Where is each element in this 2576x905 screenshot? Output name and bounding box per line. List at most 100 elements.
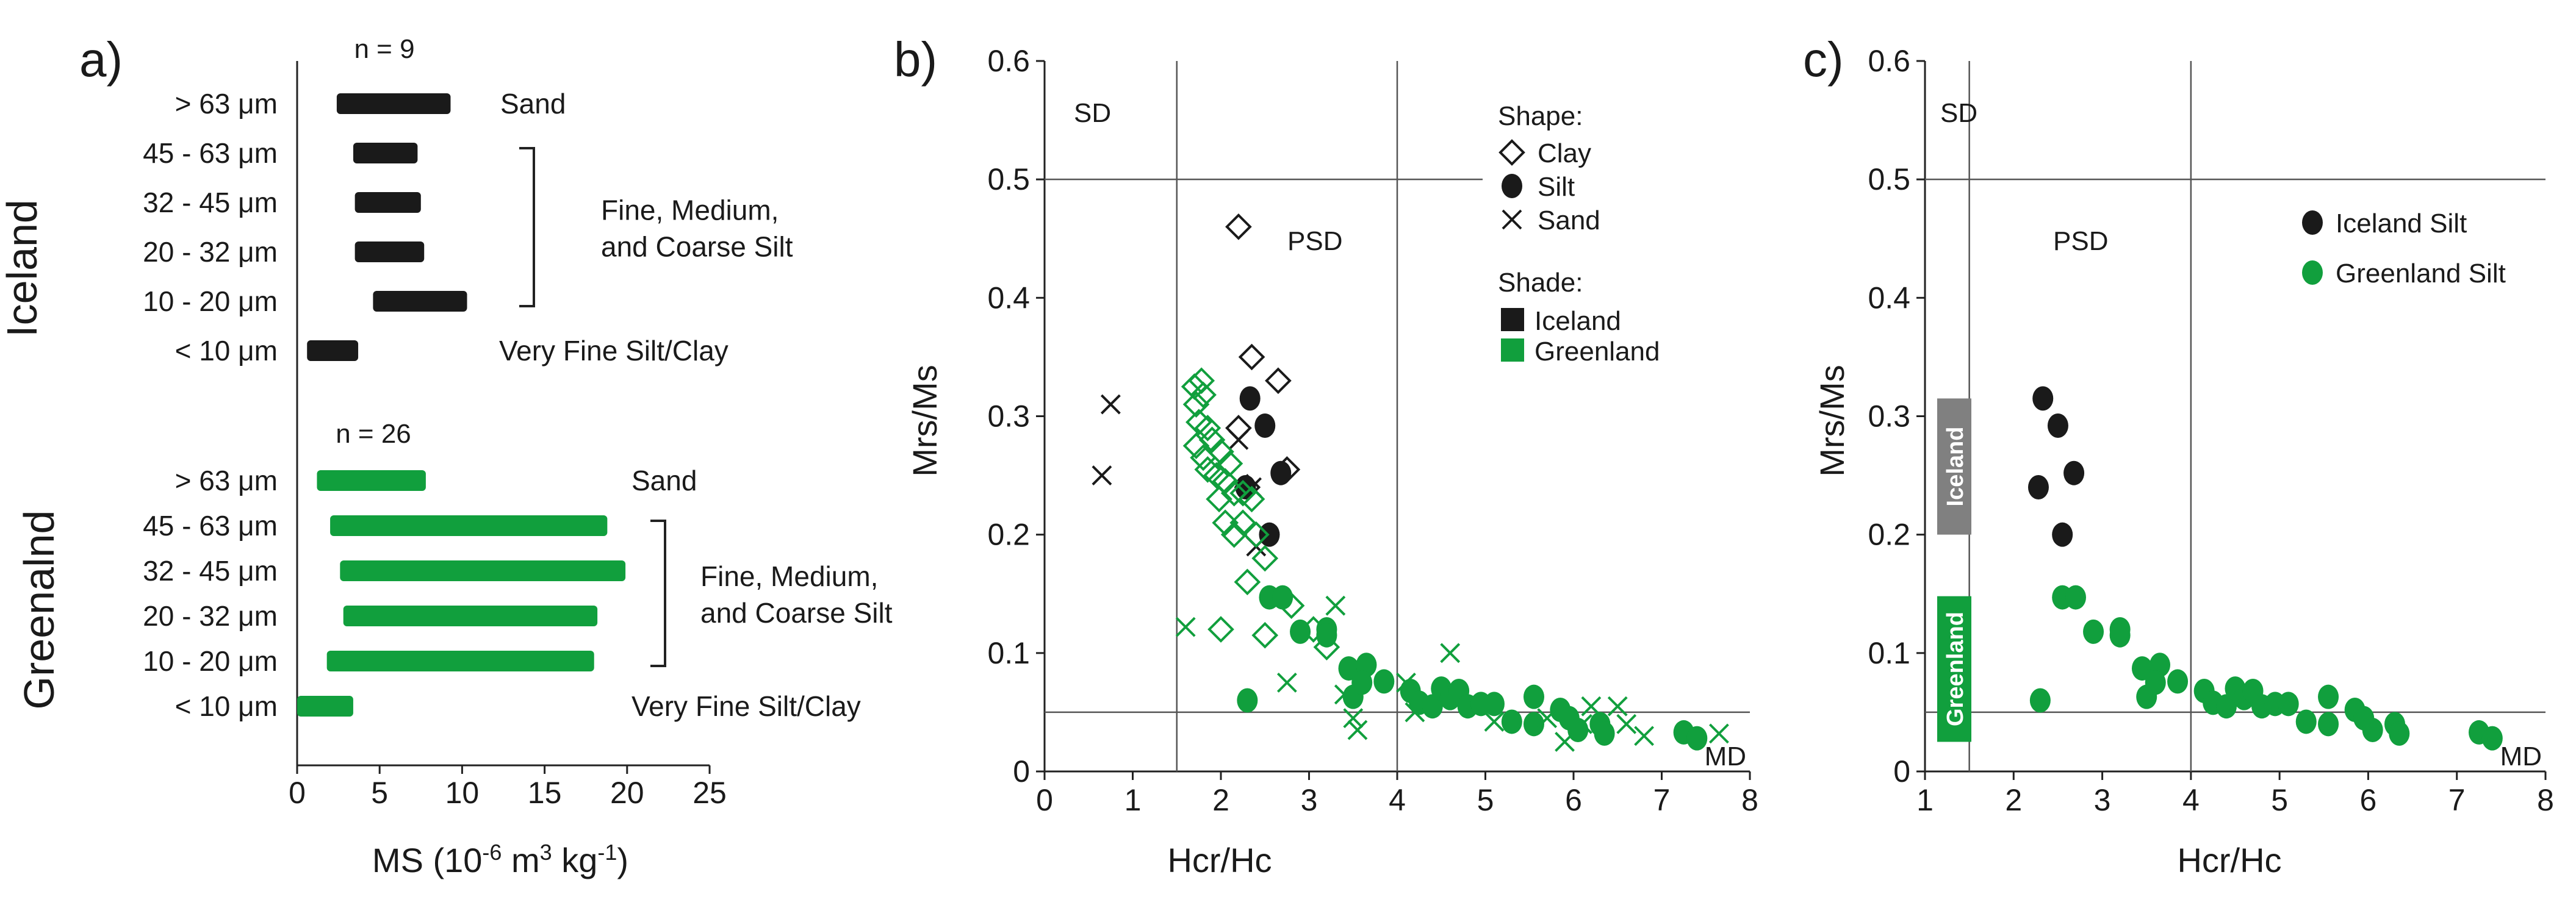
panel-b-label: b) xyxy=(894,32,937,87)
panel-c-range-box-greenland xyxy=(1937,596,1971,742)
panel-b-data-point xyxy=(1555,732,1575,752)
panel-b-data-point xyxy=(1235,475,1256,499)
panel-b-legend-shade-label: Iceland xyxy=(1534,306,1621,336)
panel-a-range-bar xyxy=(353,143,418,163)
panel-b-y-tick-label: 0.3 xyxy=(987,399,1030,434)
panel-c-data-point xyxy=(2065,585,2086,610)
panel-c-y-tick-label: 0.6 xyxy=(1868,44,1910,78)
panel-b-region-sd: SD xyxy=(1074,98,1111,128)
panel-b-data-point xyxy=(1100,394,1121,415)
panel-c-legend-label: Greenland Silt xyxy=(2336,259,2506,288)
panel-c-x-tick-label: 3 xyxy=(2094,783,2111,817)
panel-a-range-bar xyxy=(307,340,359,361)
panel-a-annotation: Sand xyxy=(500,88,566,120)
panel-b-legend-marker-circle xyxy=(1502,174,1522,198)
panel-a-range-bar xyxy=(336,93,451,114)
panel-b-data-point xyxy=(1316,623,1337,648)
panel-a-bracket xyxy=(650,520,666,667)
panel-b-data-point xyxy=(1265,367,1292,395)
panel-c-x-tick-label: 6 xyxy=(2360,783,2377,817)
panel-a-range-bar xyxy=(326,651,594,671)
panel-a-range-bar xyxy=(297,696,353,717)
panel-c-data-point xyxy=(2481,726,2503,751)
panel-a-annotation: Fine, Medium, xyxy=(700,560,878,592)
panel-a-category-label: < 10 μm xyxy=(175,335,278,367)
panel-c-data-point xyxy=(2032,386,2054,411)
panel-a-annotation: Very Fine Silt/Clay xyxy=(631,690,861,722)
panel-a-range-bar xyxy=(354,241,425,262)
panel-c-x-tick-label: 8 xyxy=(2537,783,2554,817)
panel-c-region-sd: SD xyxy=(1940,98,1977,128)
panel-b-data-point xyxy=(1237,688,1258,713)
panel-b-legend-marker-diamond xyxy=(1498,139,1525,166)
panel-a-x-tick-label: 20 xyxy=(610,776,644,810)
panel-b-y-tick-label: 0 xyxy=(1013,754,1030,789)
panel-b-data-point xyxy=(1207,616,1234,643)
panel-a-groups: Iceland n = 9 > 63 μm 45 - 63 μm 32 - 45 μm 2… xyxy=(0,34,893,722)
panel-b-plot: 0 1 2 3 4 5 6 7 8 0 0.1 0.2 0.3 0.4 0.5 0.6 SD PSD MD xyxy=(987,44,1758,817)
panel-c-data-point xyxy=(2278,692,2299,717)
panel-b-x-axis-title: Hcr/Hc xyxy=(1167,841,1272,879)
panel-a-annotation: Sand xyxy=(631,465,697,496)
panel-b-data-point xyxy=(1251,545,1279,572)
panel-c-data-point xyxy=(2109,623,2131,648)
panel-a-x-tick-label: 15 xyxy=(528,776,562,810)
panel-c-x-tick-label: 7 xyxy=(2448,783,2466,817)
panel-b-data-point xyxy=(1242,521,1270,548)
panel-c-x-axis-title: Hcr/Hc xyxy=(2177,841,2281,879)
panel-c-data-point xyxy=(2063,460,2085,485)
panel-b-series-iceland-clay xyxy=(1225,213,1301,501)
panel-b-data-point xyxy=(1194,415,1221,442)
panel-b-legend-shape-label: Clay xyxy=(1538,138,1591,168)
panel-b-legend-shape-label: Silt xyxy=(1538,172,1575,202)
panel-b-x-tick-label: 3 xyxy=(1301,783,1318,817)
panel-c-series-iceland-silt xyxy=(2027,386,2085,547)
panel-c-data-point xyxy=(2295,709,2317,734)
panel-b-data-point xyxy=(1347,720,1368,740)
panel-b-data-point xyxy=(1212,509,1239,537)
panel-b-series-greenland-sand xyxy=(1175,595,1729,752)
panel-c-x-tick-label: 5 xyxy=(2271,783,2288,817)
panel-b-data-point xyxy=(1523,684,1544,709)
panel-b-data-point xyxy=(1206,485,1232,513)
panel-b-data-point xyxy=(1440,643,1461,664)
panel-b-x-tick-label: 8 xyxy=(1741,783,1758,817)
panel-c-data-point xyxy=(2318,684,2339,709)
panel-b-legend-shape-label: Sand xyxy=(1538,206,1600,235)
panel-b-data-point xyxy=(1190,381,1217,409)
panel-b-data-point xyxy=(1207,438,1234,465)
panel-b-data-point xyxy=(1572,714,1592,734)
panel-a-category-label: 10 - 20 μm xyxy=(143,285,278,317)
panel-c-legend-marker xyxy=(2302,260,2323,285)
panel-b-data-point xyxy=(1220,521,1248,548)
panel-a-category-label: 10 - 20 μm xyxy=(143,645,278,677)
panel-a-x-tick-label: 10 xyxy=(445,776,480,810)
panel-b-data-point xyxy=(1422,694,1443,719)
panel-c-data-point xyxy=(2145,670,2166,695)
panel-c-y-axis-title: Mrs/Ms xyxy=(1813,365,1851,477)
panel-c-plot: 1 2 3 4 5 6 7 8 0 0.1 0.2 0.3 0.4 0.5 0.6 SD PSD MD Icelan… xyxy=(1868,44,2553,817)
panel-b-data-point xyxy=(1229,509,1256,537)
panel-a-range-bar xyxy=(330,515,608,536)
panel-b-data-point xyxy=(1594,721,1615,746)
panel-b-legend-swatch xyxy=(1501,308,1524,331)
panel-c-y-tick-label: 0 xyxy=(1893,754,1910,789)
panel-b-y-tick-label: 0.1 xyxy=(987,636,1030,670)
panel-b-data-point xyxy=(1396,672,1416,693)
panel-c-range-box-label: Greenland xyxy=(1943,612,1968,726)
panel-b-y-tick-label: 0.2 xyxy=(987,518,1030,552)
panel-a-range-bar xyxy=(373,291,467,312)
panel-a: a) 0 5 10 15 20 25 MS (10-6 m3 kg-1) Iceland n… xyxy=(0,32,893,879)
panel-c-x-tick-label: 2 xyxy=(2005,783,2022,817)
panel-c-region-md: MD xyxy=(2500,742,2542,771)
panel-b-data-point xyxy=(1238,343,1265,371)
panel-b-data-point xyxy=(1228,429,1249,450)
panel-c-y-tick-label: 0.5 xyxy=(1868,162,1910,196)
panel-b-x-tick-label: 7 xyxy=(1653,783,1671,817)
panel-c-series-greenland-silt xyxy=(2029,585,2503,751)
panel-c-x-tick-label: 1 xyxy=(1916,783,1934,817)
panel-b-legend-marker-cross xyxy=(1502,209,1522,230)
panel-b-data-point xyxy=(1501,709,1522,734)
